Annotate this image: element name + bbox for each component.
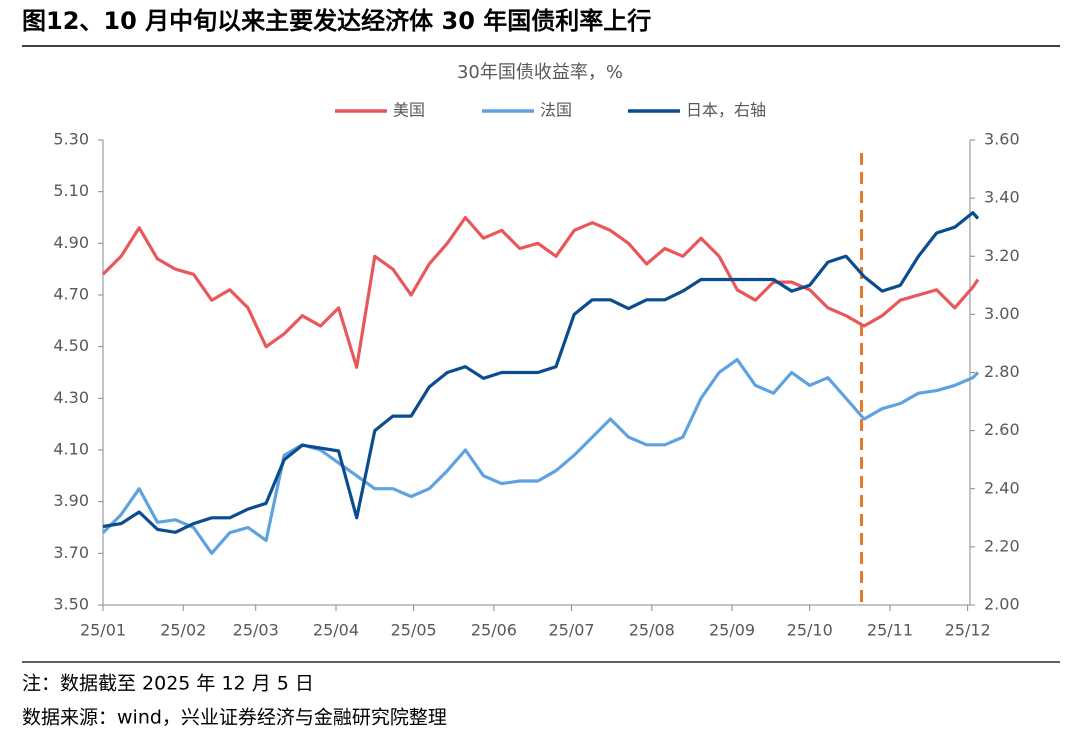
x-tick-label: 25/04	[313, 621, 359, 640]
series-line	[101, 358, 980, 555]
x-tick-label: 25/03	[233, 621, 279, 640]
x-tick-label: 25/12	[945, 621, 991, 640]
x-tick-label: 25/05	[391, 621, 437, 640]
y-tick-label: 5.10	[53, 181, 89, 200]
chart-subtitle: 30年国债收益率，%	[457, 62, 623, 83]
y-tick-label: 3.50	[53, 595, 89, 614]
x-tick-label: 25/09	[709, 621, 755, 640]
legend-label: 美国	[393, 101, 425, 120]
series-line	[101, 215, 980, 369]
x-tick-label: 25/10	[787, 621, 833, 640]
y-tick-label: 5.30	[53, 130, 89, 149]
y-tick-label: 3.70	[53, 543, 89, 562]
x-tick-label: 25/08	[629, 621, 675, 640]
note: 注：数据截至 2025 年 12 月 5 日	[22, 673, 314, 695]
x-tick-label: 25/02	[160, 621, 206, 640]
y2-tick-label: 3.20	[984, 246, 1020, 265]
x-tick-label: 25/11	[867, 621, 913, 640]
source: 数据来源：wind，兴业证券经济与金融研究院整理	[22, 707, 447, 729]
y2-tick-label: 2.80	[984, 362, 1020, 381]
y2-tick-label: 3.40	[984, 188, 1020, 207]
y2-tick-label: 3.00	[984, 304, 1020, 323]
y2-tick-label: 3.60	[984, 130, 1020, 149]
legend-label: 法国	[540, 101, 572, 120]
y2-tick-label: 2.40	[984, 478, 1020, 497]
legend-label: 日本，右轴	[686, 101, 766, 120]
y-tick-label: 3.90	[53, 491, 89, 510]
y-tick-label: 4.90	[53, 233, 89, 252]
y2-tick-label: 2.60	[984, 420, 1020, 439]
y-tick-label: 4.30	[53, 388, 89, 407]
y2-tick-label: 2.20	[984, 536, 1020, 555]
y-tick-label: 4.10	[53, 440, 89, 459]
y2-tick-label: 2.00	[984, 595, 1020, 614]
x-tick-label: 25/07	[549, 621, 595, 640]
y-tick-label: 4.70	[53, 285, 89, 304]
x-tick-label: 25/01	[80, 621, 126, 640]
x-tick-label: 25/06	[471, 621, 517, 640]
series-line	[102, 211, 980, 534]
chart-title: 图12、10 月中旬以来主要发达经济体 30 年国债利率上行	[22, 7, 651, 35]
y-tick-label: 4.50	[53, 336, 89, 355]
